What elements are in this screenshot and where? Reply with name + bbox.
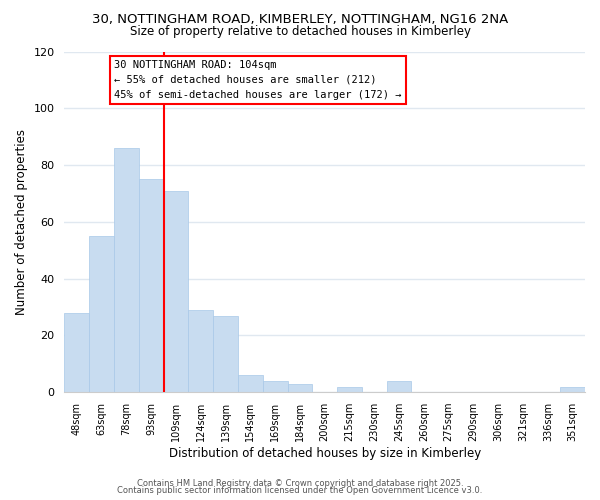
Bar [213,316,238,392]
Text: Size of property relative to detached houses in Kimberley: Size of property relative to detached ho… [130,25,470,38]
Bar [560,386,585,392]
Bar [114,148,139,392]
Bar [139,180,164,392]
Bar [287,384,313,392]
Y-axis label: Number of detached properties: Number of detached properties [15,129,28,315]
X-axis label: Distribution of detached houses by size in Kimberley: Distribution of detached houses by size … [169,447,481,460]
Bar [89,236,114,392]
Text: Contains HM Land Registry data © Crown copyright and database right 2025.: Contains HM Land Registry data © Crown c… [137,478,463,488]
Text: 30, NOTTINGHAM ROAD, KIMBERLEY, NOTTINGHAM, NG16 2NA: 30, NOTTINGHAM ROAD, KIMBERLEY, NOTTINGH… [92,12,508,26]
Bar [164,190,188,392]
Bar [64,312,89,392]
Bar [188,310,213,392]
Bar [238,375,263,392]
Bar [337,386,362,392]
Text: 30 NOTTINGHAM ROAD: 104sqm
← 55% of detached houses are smaller (212)
45% of sem: 30 NOTTINGHAM ROAD: 104sqm ← 55% of deta… [114,60,401,100]
Text: Contains public sector information licensed under the Open Government Licence v3: Contains public sector information licen… [118,486,482,495]
Bar [263,381,287,392]
Bar [386,381,412,392]
